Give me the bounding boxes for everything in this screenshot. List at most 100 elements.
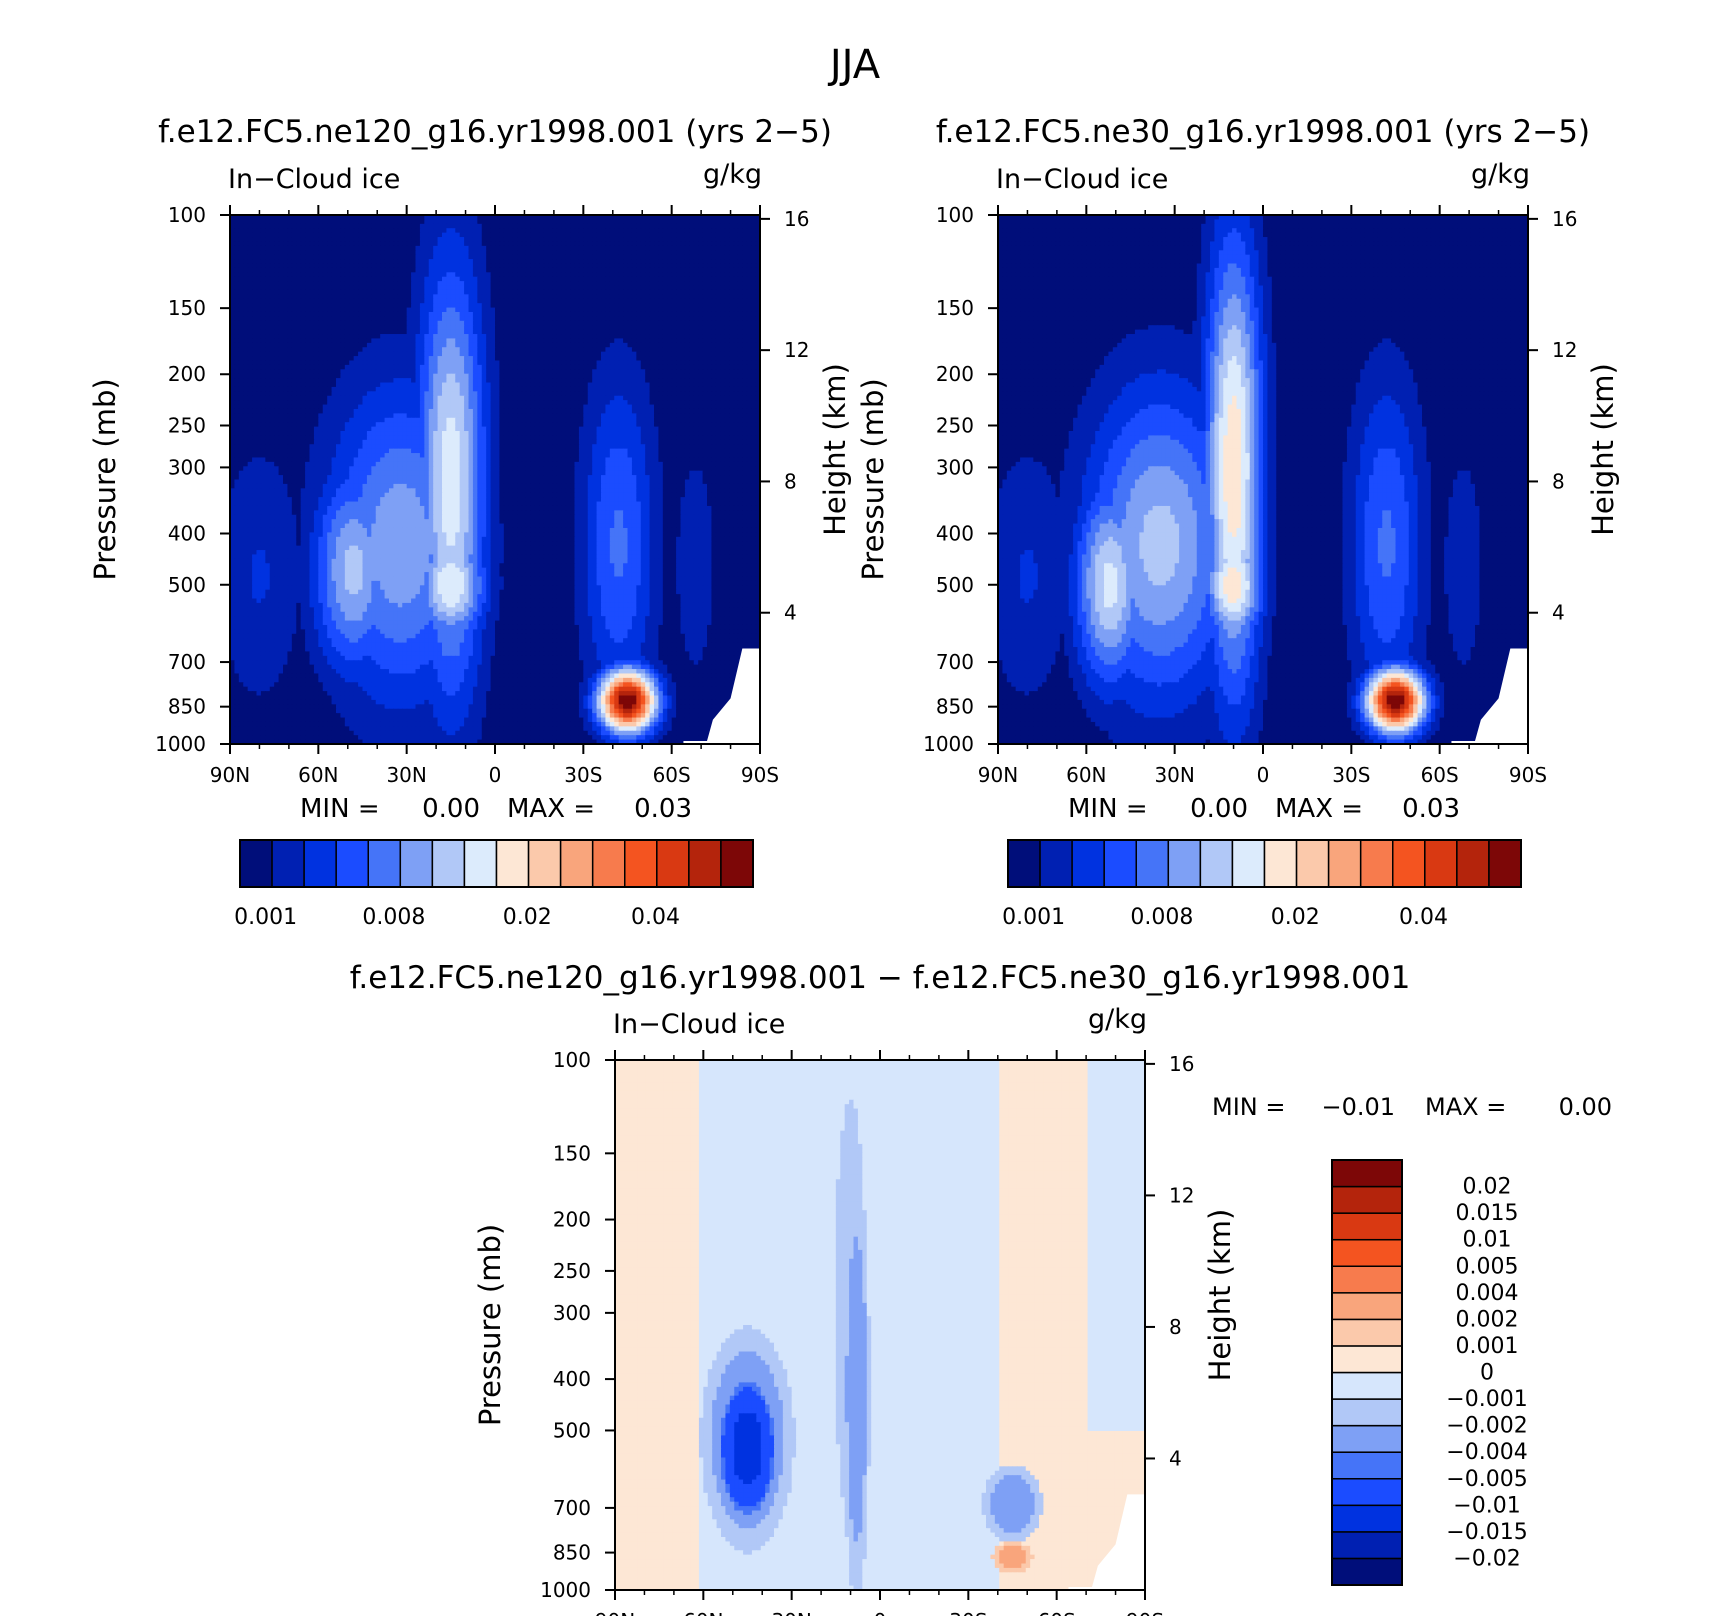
max-label: MAX =	[1425, 1093, 1506, 1121]
colorbar-swatch	[1295, 839, 1330, 888]
colorbar-label: 0.001	[1456, 1334, 1519, 1359]
y-axis-title: Pressure (mb)	[856, 378, 890, 580]
units-label: g/kg	[1088, 1004, 1147, 1035]
colorbar-swatch	[1331, 1371, 1403, 1400]
x-tick-label: 30N	[1154, 763, 1194, 787]
colorbar-swatch	[1331, 1451, 1403, 1480]
x-tick-label: 60S	[1421, 763, 1459, 787]
y-axis-title: Pressure (mb)	[473, 1224, 507, 1426]
colorbar-swatch	[399, 839, 434, 888]
colorbar-swatch	[431, 839, 466, 888]
y2-tick-label: 8	[1552, 469, 1565, 493]
colorbar-swatch	[1331, 1504, 1403, 1533]
colorbar-swatch	[1331, 1557, 1403, 1586]
colorbar-label: 0	[1480, 1361, 1494, 1386]
panel-title: f.e12.FC5.ne120_g16.yr1998.001 (yrs 2−5)	[158, 114, 832, 150]
y-tick-label: 500	[553, 1418, 591, 1442]
colorbar-label: 0.02	[1271, 905, 1320, 930]
y2-axis-title: Height (km)	[1586, 363, 1620, 536]
x-tick-label: 90N	[210, 763, 250, 787]
x-tick-label: 0	[1257, 763, 1270, 787]
colorbar-swatch	[1331, 1185, 1403, 1214]
panel-ne120: f.e12.FC5.ne120_g16.yr1998.001 (yrs 2−5)…	[88, 114, 852, 930]
x-tick-label: 30S	[564, 763, 602, 787]
y2-tick-label: 8	[784, 469, 797, 493]
colorbar-frame	[1007, 839, 1522, 888]
min-label: MIN =	[300, 794, 380, 824]
max-value: 0.03	[1402, 794, 1460, 824]
colorbar-label: −0.005	[1446, 1467, 1527, 1492]
units-label: g/kg	[1471, 159, 1530, 190]
x-tick-label: 30N	[386, 763, 426, 787]
max-label: MAX =	[507, 794, 595, 824]
colorbar-label: 0.04	[631, 905, 680, 930]
min-label: MIN =	[1068, 794, 1148, 824]
colorbar-swatch	[1424, 839, 1458, 888]
colorbar-swatch	[1331, 1265, 1403, 1294]
panel-title: f.e12.FC5.ne30_g16.yr1998.001 (yrs 2−5)	[936, 114, 1590, 150]
y-tick-label: 400	[168, 521, 206, 545]
x-tick-label: 90N	[595, 1609, 635, 1616]
colorbar-label: −0.004	[1446, 1440, 1527, 1465]
colorbar-swatch	[688, 839, 722, 888]
colorbar-swatch	[1135, 839, 1170, 888]
x-tick-label: 60N	[683, 1609, 723, 1616]
min-label: MIN =	[1212, 1093, 1285, 1121]
max-value: 0.00	[1559, 1093, 1612, 1121]
y-tick-label: 400	[936, 521, 974, 545]
colorbar-swatch	[1231, 839, 1266, 888]
colorbar-swatch	[1331, 1398, 1403, 1427]
colorbar-swatch	[1331, 1318, 1403, 1347]
y2-tick-label: 12	[1169, 1183, 1194, 1207]
y-tick-label: 200	[168, 362, 206, 386]
variable-label: In−Cloud ice	[996, 164, 1168, 195]
colorbar-swatch	[1071, 839, 1105, 888]
y-tick-label: 1000	[923, 732, 974, 756]
y-tick-label: 150	[168, 296, 206, 320]
colorbar-swatch	[1103, 839, 1137, 888]
colorbar-swatch	[1007, 839, 1041, 888]
colorbar-swatch	[367, 839, 402, 888]
y2-tick-label: 4	[1169, 1446, 1182, 1470]
colorbar-label: 0.04	[1399, 905, 1448, 930]
x-tick-label: 30N	[771, 1609, 811, 1616]
colorbar-swatch	[1039, 839, 1073, 888]
colorbar-swatch	[495, 839, 530, 888]
x-tick-label: 30S	[1332, 763, 1370, 787]
colorbar-swatch	[1263, 839, 1298, 888]
colorbar-swatch	[1331, 1212, 1403, 1241]
colorbar-label: −0.001	[1446, 1387, 1527, 1412]
min-value: 0.00	[422, 794, 480, 824]
panel-ne30: f.e12.FC5.ne30_g16.yr1998.001 (yrs 2−5) I…	[856, 114, 1620, 930]
colorbar-swatch	[1167, 839, 1202, 888]
colorbar-swatch	[335, 839, 369, 888]
colorbar-label: 0.001	[1002, 905, 1065, 930]
y-tick-label: 500	[936, 573, 974, 597]
y-tick-label: 200	[553, 1208, 591, 1232]
y-tick-label: 300	[936, 455, 974, 479]
x-tick-label: 60N	[1066, 763, 1106, 787]
x-tick-label: 90N	[978, 763, 1018, 787]
colorbar-swatch	[1331, 1238, 1403, 1267]
colorbar-label: −0.02	[1453, 1546, 1520, 1571]
colorbar-swatch	[1331, 1159, 1403, 1188]
terrain-mask	[1068, 1494, 1145, 1590]
y2-tick-label: 16	[1552, 207, 1577, 231]
colorbar-label: −0.015	[1446, 1520, 1527, 1545]
y-tick-label: 400	[553, 1367, 591, 1391]
colorbar-swatch	[720, 839, 754, 888]
x-tick-label: 0	[874, 1609, 887, 1616]
colorbar-swatch	[1199, 839, 1234, 888]
colorbar-swatch	[559, 839, 594, 888]
colorbar-label: 0.008	[362, 905, 425, 930]
x-tick-label: 0	[489, 763, 502, 787]
colorbar-swatch	[1331, 1424, 1403, 1453]
y2-tick-label: 16	[784, 207, 809, 231]
colorbar-swatch	[527, 839, 562, 888]
colorbar-swatch	[1331, 1478, 1403, 1507]
colorbar-swatch	[624, 839, 658, 888]
colorbar-label: 0.01	[1463, 1228, 1512, 1253]
y-tick-label: 850	[553, 1541, 591, 1565]
x-tick-label: 90S	[1126, 1609, 1164, 1616]
variable-label: In−Cloud ice	[613, 1009, 785, 1040]
